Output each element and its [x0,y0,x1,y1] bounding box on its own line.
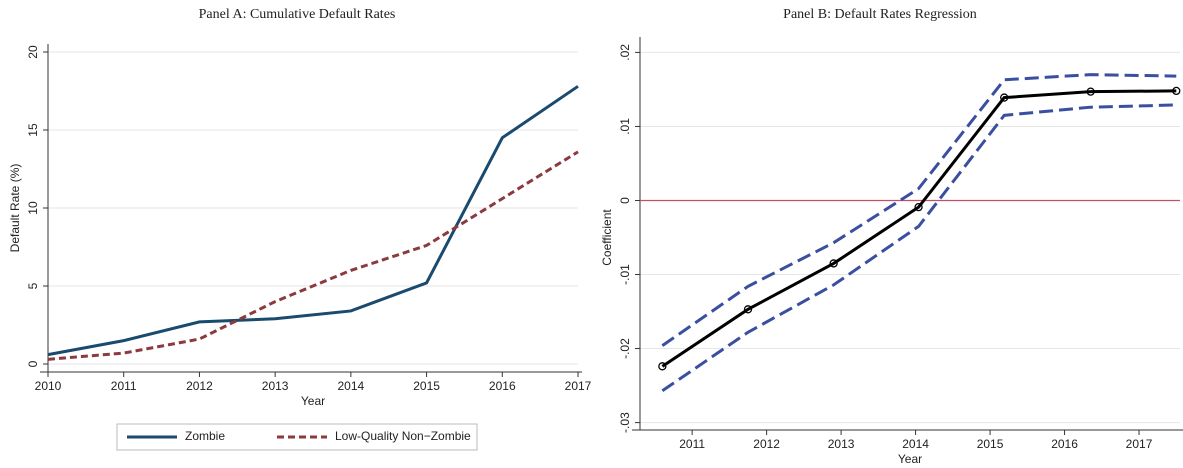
y-tick-label: .02 [618,44,632,61]
x-tick-label: 2011 [679,437,705,451]
point-marker [1086,87,1095,96]
y-axis-label: Coefficient [600,209,614,266]
x-tick-label: 2017 [565,379,592,393]
y-tick-label: 5 [26,282,40,289]
x-tick-label: 2015 [413,379,440,393]
point-marker [914,202,923,212]
x-tick-label: 2012 [753,437,780,451]
series-line [47,150,579,361]
y-axis-label: Default Rate (%) [8,164,22,253]
point-marker [829,259,838,268]
x-axis-label: Year [301,394,325,408]
x-tick-label: 2016 [489,379,516,393]
panel-title: Panel A: Cumulative Default Rates [199,7,396,22]
panel-title: Panel B: Default Rates Regression [783,7,977,22]
y-tick-label: -.03 [618,412,632,433]
point-marker [658,362,667,371]
series-line [661,103,1177,392]
x-tick-label: 2017 [1126,437,1153,451]
x-tick-label: 2014 [338,379,365,393]
y-tick-label: 15 [26,123,40,137]
series-line [661,89,1177,368]
x-tick-label: 2010 [35,379,62,393]
point-marker [743,305,753,314]
x-tick-label: 2013 [828,437,855,451]
x-tick-label: 2014 [902,437,929,451]
y-tick-label: -.02 [618,338,632,359]
point-marker [1172,86,1181,96]
legend-box [116,423,478,451]
x-tick-label: 2011 [111,379,137,393]
series-line [47,85,579,357]
x-tick-label: 2012 [186,379,213,393]
legend-label: Zombie [185,429,225,443]
legend-label: Low-Quality Non−Zombie [335,429,471,443]
y-tick-label: 0 [26,360,40,367]
x-tick-label: 2013 [262,379,289,393]
y-tick-label: 20 [26,45,40,59]
x-axis-label: Year [898,452,922,466]
y-tick-label: 10 [26,201,40,215]
point-marker [1000,93,1009,102]
y-tick-label: .01 [618,118,632,135]
series-line [661,73,1177,347]
y-tick-label: 0 [618,197,632,204]
x-tick-label: 2016 [1051,437,1078,451]
x-tick-label: 2015 [977,437,1004,451]
y-tick-label: -.01 [618,264,632,285]
